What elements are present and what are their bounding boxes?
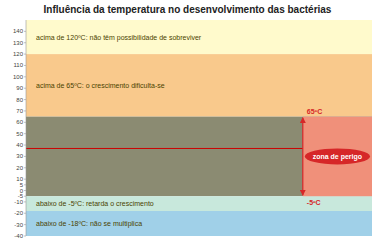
danger-badge [305, 148, 370, 164]
title: Influência da temperatura no desenvolvim… [44, 4, 332, 15]
zone-label: abaixo de -18ºC: não se multiplica [36, 220, 142, 228]
y-tick-label: -10 [14, 199, 23, 205]
danger-min-label: -5ºC [307, 199, 321, 206]
zone [26, 117, 372, 197]
y-tick [24, 122, 26, 123]
y-tick-label: 30 [16, 153, 23, 159]
y-tick-label: 140 [13, 28, 24, 34]
marker-line [26, 148, 303, 149]
y-tick-label: 130 [13, 40, 24, 46]
y-tick-label: 40 [16, 142, 23, 148]
y-tick [24, 184, 26, 185]
y-tick-label: 80 [16, 97, 23, 103]
zone [26, 211, 372, 236]
zone-label: acima de 65ºC: o crescimento dificulta-s… [36, 82, 165, 89]
danger-label: zona de perigo [313, 153, 362, 161]
y-tick-label: -20 [14, 210, 23, 216]
y-tick-label: 120 [13, 51, 24, 57]
y-tick [24, 196, 26, 197]
plot-area [26, 20, 372, 236]
y-tick [24, 190, 26, 191]
y-tick [24, 76, 26, 77]
y-tick-label: 20 [16, 165, 23, 171]
y-axis [26, 20, 27, 236]
danger-max-label: 65ºC [307, 108, 322, 115]
y-tick [24, 65, 26, 66]
y-tick-label: 60 [16, 119, 23, 125]
y-tick-label: 100 [13, 74, 24, 80]
zone [26, 196, 372, 211]
y-tick [24, 167, 26, 168]
y-tick [24, 145, 26, 146]
y-tick [24, 213, 26, 214]
y-tick-label: 90 [16, 85, 23, 91]
y-tick [24, 54, 26, 55]
chart: Influência da temperatura no desenvolvim… [0, 0, 375, 242]
danger-zone [303, 117, 372, 197]
y-tick [24, 133, 26, 134]
y-tick [24, 31, 26, 32]
y-tick-label: 70 [16, 108, 23, 114]
y-tick [24, 110, 26, 111]
y-tick [24, 156, 26, 157]
y-tick [24, 236, 26, 237]
y-tick-label: 50 [16, 131, 23, 137]
zone [26, 20, 372, 54]
y-tick [24, 88, 26, 89]
zone [26, 54, 372, 117]
y-tick [24, 99, 26, 100]
y-tick-label: -40 [14, 233, 23, 239]
y-tick [24, 224, 26, 225]
y-tick [24, 201, 26, 202]
zone-label: acima de 120ºC: não têm possibilidade de… [36, 34, 202, 42]
y-tick [24, 179, 26, 180]
y-tick-label: -30 [14, 222, 23, 228]
y-tick-label: 110 [13, 62, 23, 68]
y-tick [24, 42, 26, 43]
zone-label: abaixo de -5ºC: retarda o crescimento [36, 200, 154, 207]
danger-arrow [302, 118, 303, 196]
